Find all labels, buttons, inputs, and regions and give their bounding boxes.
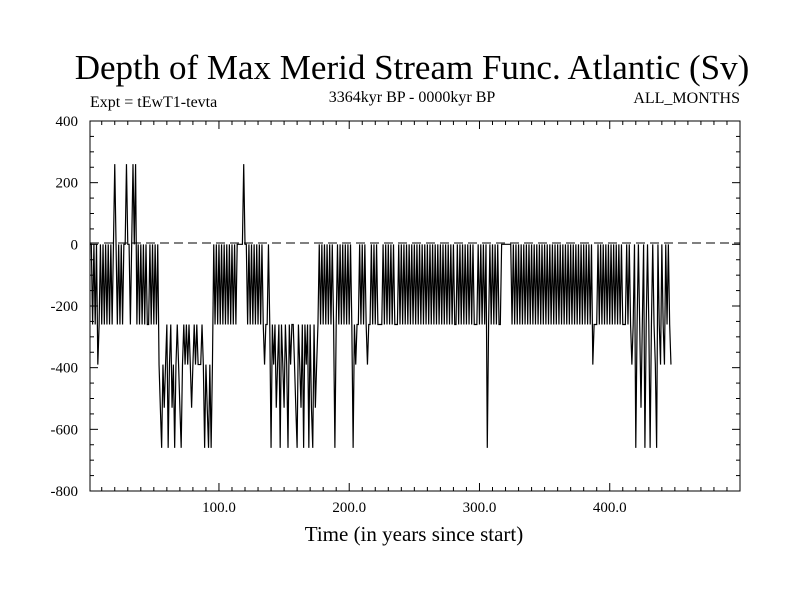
y-tick-label: 200 — [56, 176, 79, 192]
y-tick-label: -400 — [51, 361, 79, 377]
x-tick-label: 400.0 — [593, 500, 627, 516]
y-tick-label: -200 — [51, 299, 79, 315]
y-tick-label: 400 — [56, 114, 79, 130]
period-label: 3364kyr BP - 0000kyr BP — [329, 89, 496, 106]
chart-title: Depth of Max Merid Stream Func. Atlantic… — [75, 48, 750, 87]
y-axis-labels: -800 -600 -400 -200 0 200 400 — [51, 114, 79, 500]
series-group — [90, 164, 672, 448]
series-line — [90, 164, 672, 448]
y-tick-label: -600 — [51, 422, 79, 438]
x-tick-label: 300.0 — [463, 500, 497, 516]
experiment-label: Expt = tEwT1-tevta — [90, 94, 217, 111]
y-tick-label: -800 — [51, 484, 79, 500]
x-tick-label: 100.0 — [202, 500, 236, 516]
season-label: ALL_MONTHS — [633, 90, 740, 107]
axis-ticks — [90, 120, 740, 492]
plot-area — [89, 120, 741, 492]
x-axis-title: Time (in years since start) — [305, 522, 524, 546]
x-tick-label: 200.0 — [332, 500, 366, 516]
x-axis-labels: 100.0 200.0 300.0 400.0 — [202, 500, 627, 516]
y-tick-label: 0 — [71, 237, 79, 253]
